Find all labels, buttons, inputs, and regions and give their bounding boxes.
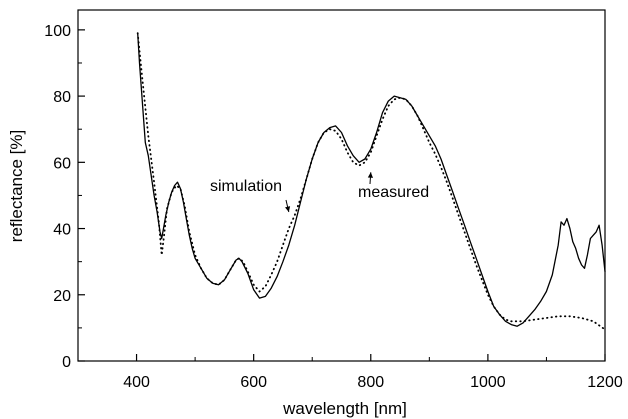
annotation-measured-label: measured [358, 184, 429, 201]
annotation-simulation-arrowhead [285, 206, 291, 212]
x-tick-label: 1000 [470, 374, 506, 391]
y-tick-label: 60 [53, 155, 71, 172]
series-measured-line [137, 32, 606, 327]
x-axis-title: wavelength [nm] [282, 399, 407, 418]
chart-annotations: simulation measured [210, 172, 429, 213]
y-axis-title: reflectance [%] [7, 130, 26, 242]
x-tick-label: 600 [240, 374, 267, 391]
axis-tick-labels: 400 600 800 1000 1200 0 20 40 60 80 100 [44, 23, 623, 391]
x-tick-label: 400 [123, 374, 150, 391]
y-tick-label: 80 [53, 89, 71, 106]
y-tick-label: 40 [53, 222, 71, 239]
x-tick-label: 800 [357, 374, 384, 391]
y-tick-label: 0 [62, 354, 71, 371]
x-tick-label: 1200 [587, 374, 623, 391]
annotation-simulation-label: simulation [210, 178, 282, 195]
axis-ticks [77, 29, 606, 362]
plot-frame [77, 9, 606, 362]
series-simulation-line [136, 32, 606, 331]
annotation-measured-arrowhead [367, 172, 374, 178]
series-lines [136, 32, 606, 331]
y-tick-label: 100 [44, 23, 71, 40]
y-tick-label: 20 [53, 288, 71, 305]
